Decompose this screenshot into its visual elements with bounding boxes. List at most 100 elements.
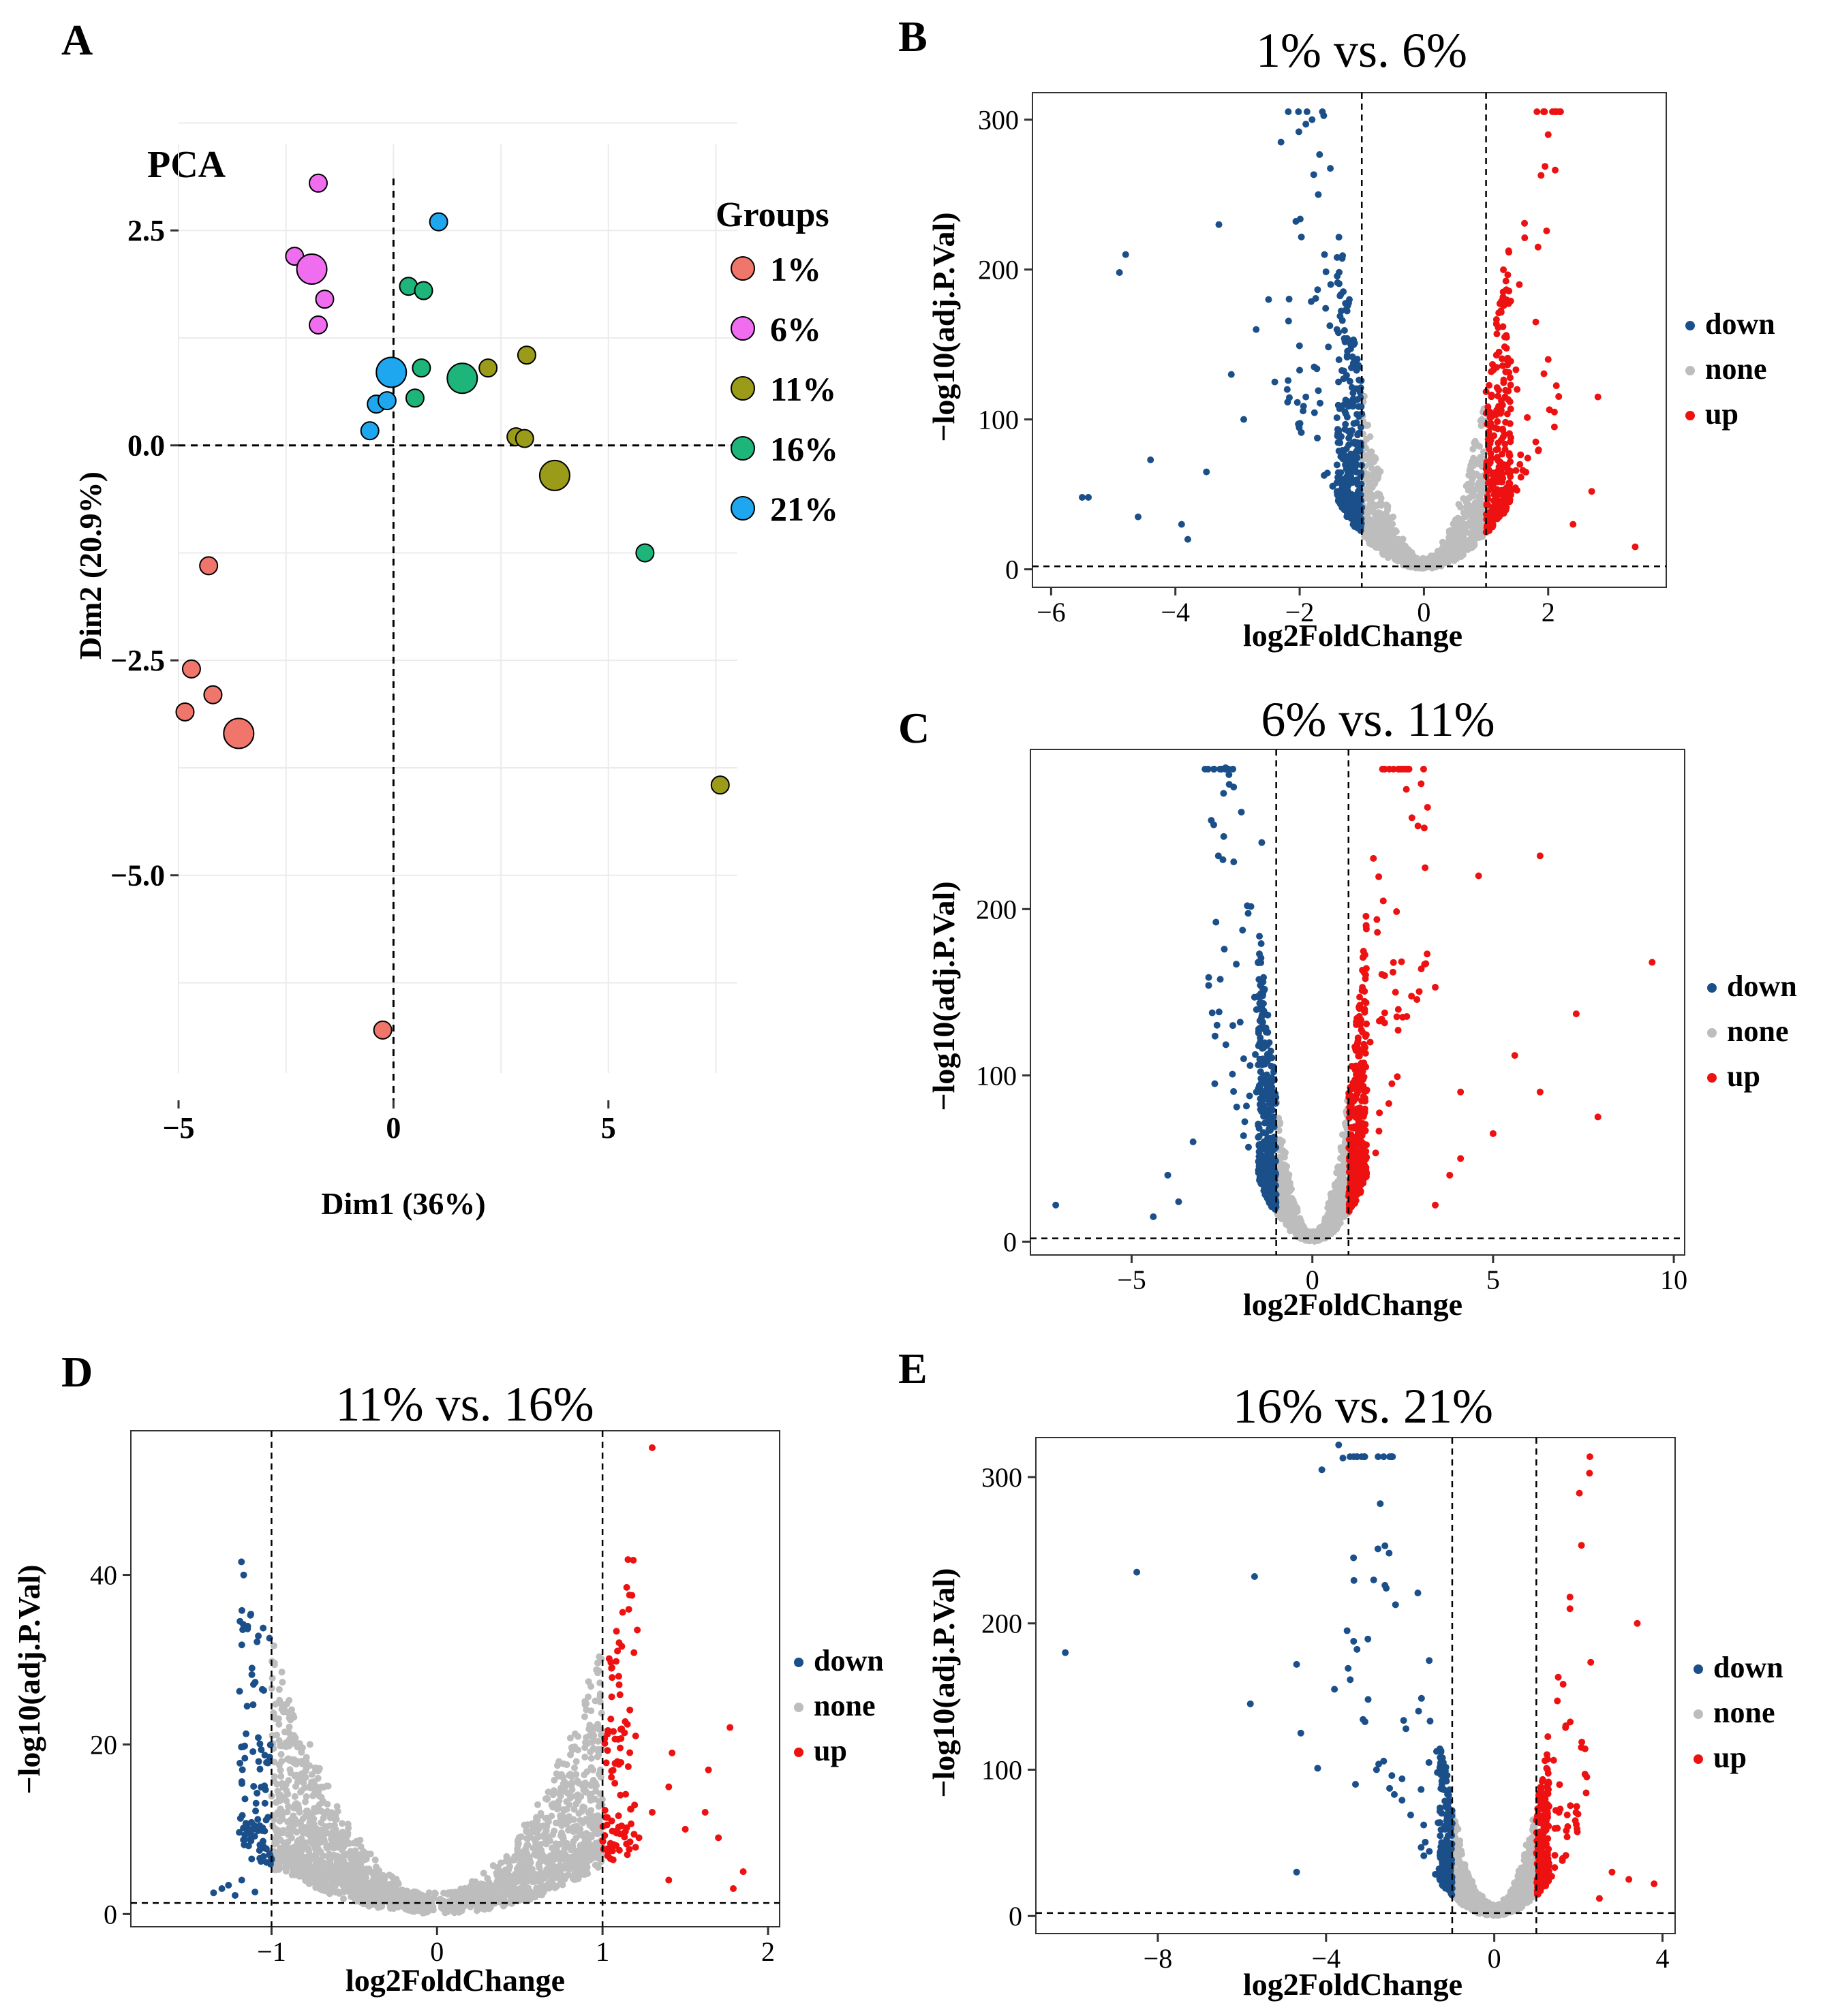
- volcano-c-up-point: [1351, 1123, 1359, 1130]
- volcano-c-down-point: [1225, 781, 1233, 788]
- volcano-b-none-point: [1372, 512, 1379, 519]
- volcano-c-x-tick-label: 5: [1486, 1265, 1500, 1295]
- volcano-c-up-point: [1351, 1184, 1358, 1192]
- volcano-c-up-point: [1349, 1196, 1356, 1204]
- volcano-b-up-point: [1504, 354, 1512, 362]
- pca-point: [429, 212, 448, 232]
- volcano-c-up-point: [1349, 1110, 1357, 1117]
- volcano-b-up-point: [1488, 393, 1495, 401]
- volcano-b-down-point: [1346, 296, 1353, 303]
- volcano-b-up-point: [1507, 458, 1514, 465]
- volcano-b-down-point: [1135, 513, 1142, 521]
- volcano-b-up-point: [1501, 343, 1508, 351]
- volcano-c-title: 6% vs. 11%: [1261, 692, 1495, 747]
- volcano-b-down-point: [1333, 461, 1341, 469]
- volcano-c-none-point: [1327, 1217, 1334, 1224]
- volcano-b-none-point: [1398, 538, 1405, 545]
- volcano-b-down-point: [1295, 108, 1302, 115]
- volcano-c-down-point: [1175, 1198, 1182, 1205]
- volcano-b-none-point: [1428, 553, 1435, 561]
- volcano-b-y-tick-label: 0: [1005, 555, 1019, 585]
- volcano-c-none-point: [1333, 1209, 1341, 1216]
- volcano-b-none-point: [1466, 518, 1473, 525]
- volcano-b-up-point: [1532, 438, 1539, 446]
- pca-legend-key: [731, 376, 755, 401]
- volcano-b-down-point: [1085, 494, 1092, 501]
- volcano-c-up-point: [1432, 984, 1439, 991]
- volcano-c-up-point: [1362, 1064, 1370, 1071]
- volcano-c-none-point: [1333, 1200, 1341, 1208]
- volcano-b-down-point: [1298, 429, 1305, 436]
- volcano-c-up-point: [1362, 922, 1370, 929]
- volcano-b-down-point: [1285, 377, 1292, 384]
- volcano-b-none-point: [1455, 501, 1462, 508]
- volcano-b-down-point: [1308, 116, 1316, 123]
- pca-point: [360, 421, 380, 441]
- volcano-b-up-point: [1502, 277, 1510, 285]
- volcano-c-up-point: [1354, 1129, 1362, 1136]
- volcano-b-down-point: [1353, 419, 1360, 427]
- volcano-b-up-point: [1498, 397, 1505, 405]
- volcano-b-down-point: [1327, 281, 1334, 288]
- pca-y-tick-label: −2.5: [110, 644, 165, 677]
- volcano-c-up-point: [1361, 1128, 1368, 1135]
- volcano-c-down-point: [1220, 833, 1227, 840]
- volcano-b-down-point: [1285, 317, 1292, 325]
- volcano-b-none-point: [1363, 455, 1370, 463]
- volcano-c-down-point: [1257, 940, 1265, 948]
- volcano-b-up-point: [1551, 166, 1559, 174]
- volcano-b-none-point: [1402, 542, 1409, 550]
- volcano-b-down-point: [1227, 371, 1235, 378]
- volcano-c-down-point: [1244, 902, 1251, 910]
- volcano-c-up-point: [1424, 803, 1431, 811]
- volcano-c-up-point: [1356, 1021, 1364, 1029]
- volcano-c-none-point: [1316, 1227, 1323, 1235]
- volcano-b-up-point: [1505, 467, 1512, 474]
- volcano-b-up-point: [1495, 386, 1503, 394]
- volcano-c-up-point: [1381, 765, 1389, 773]
- volcano-b-down-point: [1336, 268, 1343, 276]
- volcano-c-none-point: [1281, 1153, 1288, 1161]
- volcano-b-down-point: [1342, 420, 1349, 428]
- volcano-d-none-point: [339, 1895, 347, 1902]
- volcano-b-down-point: [1341, 426, 1349, 433]
- volcano-c-up-point: [1363, 1020, 1370, 1027]
- volcano-c-down-point: [1246, 1092, 1253, 1100]
- volcano-c-down-point: [1052, 1201, 1060, 1209]
- volcano-c-down-point: [1236, 1019, 1244, 1026]
- volcano-c-down-point: [1258, 839, 1266, 846]
- pca-legend: 1%6%11%16%21%: [731, 250, 838, 528]
- volcano-d-none-point: [572, 1758, 580, 1765]
- volcano-b-down-point: [1327, 165, 1334, 172]
- volcano-c-y-axis-label: −log10(adj.P.Val): [926, 881, 961, 1111]
- volcano-c-none-point: [1326, 1229, 1334, 1237]
- volcano-c-up-point: [1374, 929, 1381, 936]
- volcano-b-none-point: [1377, 536, 1385, 544]
- volcano-b-up-point: [1487, 455, 1495, 463]
- volcano-c-up-point: [1353, 1043, 1361, 1051]
- pca-y-tick-label: 2.5: [127, 214, 165, 247]
- volcano-d-none-point: [587, 1797, 594, 1804]
- volcano-b-up-point: [1544, 356, 1552, 363]
- pca-point: [515, 429, 534, 448]
- pca-gridlines: [178, 122, 737, 1073]
- pca-legend-title: Groups: [716, 196, 829, 234]
- volcano-b-up-point: [1588, 488, 1595, 495]
- volcano-c-legend-label: up: [1727, 1059, 1760, 1093]
- volcano-c-down-point: [1208, 1009, 1216, 1017]
- volcano-c-up-point: [1394, 1006, 1402, 1013]
- volcano-c-up-point: [1355, 1079, 1362, 1086]
- volcano-d-none-point: [275, 1686, 283, 1693]
- volcano-b-up-point: [1505, 247, 1512, 255]
- volcano-c-up-point: [1393, 908, 1400, 916]
- volcano-b-down-point: [1253, 326, 1260, 333]
- volcano-c-up-point: [1394, 1073, 1401, 1081]
- volcano-d-none-point: [570, 1805, 578, 1813]
- volcano-b-up-point: [1512, 366, 1520, 373]
- volcano-b-none-point: [1367, 490, 1375, 497]
- pca-x-tick-label: 5: [601, 1111, 616, 1145]
- volcano-c-down-point: [1255, 1125, 1263, 1132]
- volcano-b-down-point: [1329, 482, 1336, 490]
- volcano-b-down-point: [1240, 416, 1247, 423]
- volcano-b-none-point: [1384, 554, 1392, 561]
